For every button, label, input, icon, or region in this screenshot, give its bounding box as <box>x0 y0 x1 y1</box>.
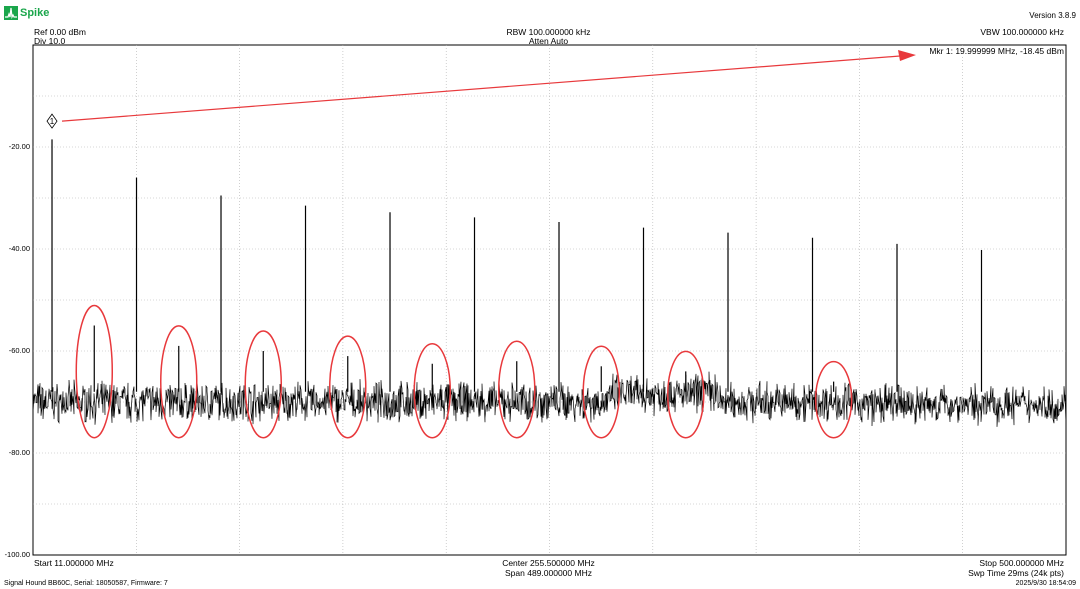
timestamp: 2025/9/30 18:54:09 <box>1015 580 1076 587</box>
spur-circle-200mhz <box>413 343 452 439</box>
spur-circle-320mhz <box>667 350 705 439</box>
sweep-time: Swp Time 29ms (24k pts) <box>968 568 1064 578</box>
center-freq: Center 255.500000 MHz <box>502 558 595 568</box>
app-name: Spike <box>20 6 50 19</box>
atten-label: Atten Auto <box>528 36 569 46</box>
y-tick-label: -60.00 <box>8 346 30 355</box>
span-freq: Span 489.000000 MHz <box>505 568 592 578</box>
marker-number: 1 <box>50 117 55 126</box>
device-info: Signal Hound BB60C, Serial: 18050587, Fi… <box>4 580 168 587</box>
spur-circle-280mhz <box>582 345 621 439</box>
vbw-label: VBW 100.000000 kHz <box>980 27 1064 37</box>
marker-1-diamond: 1 <box>46 113 58 129</box>
marker-readout: Mkr 1: 19.999999 MHz, -18.45 dBm <box>929 46 1064 56</box>
ref-level: Ref 0.00 dBm <box>34 27 86 37</box>
spur-circle-240mhz <box>498 340 536 439</box>
stop-freq: Stop 500.000000 MHz <box>979 558 1064 568</box>
spectrum-trace <box>32 371 1067 427</box>
marker-arrow-head <box>898 50 916 61</box>
app-logo: Spike <box>4 4 49 21</box>
spur-circle-390mhz <box>814 360 853 439</box>
spur-circle-160mhz <box>329 335 367 439</box>
spur-circles <box>75 304 853 439</box>
spike-logo-icon <box>4 5 18 20</box>
div-scale: Div 10.0 <box>34 36 66 46</box>
marker-arrow <box>61 55 901 122</box>
y-tick-label: -20.00 <box>8 142 30 151</box>
start-freq: Start 11.000000 MHz <box>34 558 114 568</box>
spur-circle-120mhz <box>244 330 283 439</box>
spur-circle-80mhz <box>160 325 198 439</box>
marker-diamond-shape <box>46 113 58 129</box>
signal-peaks <box>51 139 983 392</box>
y-tick-label: -100.00 <box>4 550 30 559</box>
y-tick-label: -80.00 <box>8 448 30 457</box>
version-label: Version 3.8.9 <box>1029 11 1076 20</box>
y-tick-label: -40.00 <box>8 244 30 253</box>
spur-circle-40mhz <box>75 304 114 439</box>
rbw-label: RBW 100.000000 kHz <box>506 27 591 37</box>
